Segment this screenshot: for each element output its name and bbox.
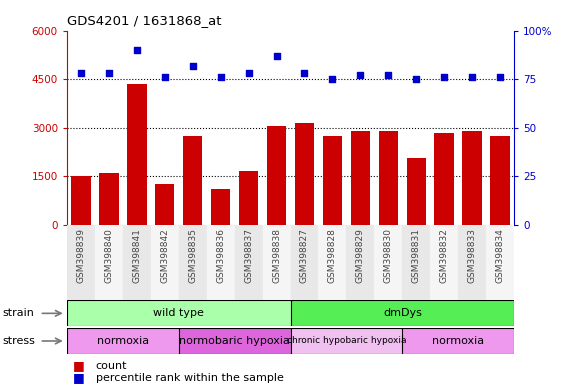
Bar — [374, 225, 403, 300]
Text: GSM398835: GSM398835 — [188, 228, 197, 283]
Point — [496, 74, 505, 80]
Text: percentile rank within the sample: percentile rank within the sample — [96, 373, 284, 383]
Bar — [290, 328, 403, 354]
Text: GSM398830: GSM398830 — [384, 228, 393, 283]
Text: normobaric hypoxia: normobaric hypoxia — [179, 336, 290, 346]
Bar — [211, 189, 231, 225]
Text: GDS4201 / 1631868_at: GDS4201 / 1631868_at — [67, 14, 221, 27]
Bar — [267, 126, 286, 225]
Bar — [263, 225, 290, 300]
Point — [244, 70, 253, 76]
Text: GSM398842: GSM398842 — [160, 228, 169, 283]
Point — [468, 74, 477, 80]
Bar — [207, 225, 235, 300]
Point — [76, 70, 85, 76]
Bar — [67, 225, 95, 300]
Bar — [403, 328, 514, 354]
Text: stress: stress — [3, 336, 36, 346]
Bar — [346, 225, 374, 300]
Text: GSM398836: GSM398836 — [216, 228, 225, 283]
Text: normoxia: normoxia — [96, 336, 149, 346]
Bar — [179, 328, 290, 354]
Point — [272, 53, 281, 59]
Bar — [295, 123, 314, 225]
Bar — [95, 225, 123, 300]
Text: GSM398834: GSM398834 — [496, 228, 505, 283]
Bar — [486, 225, 514, 300]
Point — [132, 47, 141, 53]
Text: GSM398838: GSM398838 — [272, 228, 281, 283]
Bar — [403, 225, 431, 300]
Point — [356, 72, 365, 78]
Text: strain: strain — [3, 308, 35, 318]
Text: GSM398840: GSM398840 — [104, 228, 113, 283]
Text: wild type: wild type — [153, 308, 204, 318]
Bar — [490, 136, 510, 225]
Bar — [71, 176, 91, 225]
Text: normoxia: normoxia — [432, 336, 485, 346]
Point — [412, 76, 421, 82]
Bar — [350, 131, 370, 225]
Text: chronic hypobaric hypoxia: chronic hypobaric hypoxia — [286, 336, 406, 346]
Point — [160, 74, 169, 80]
Bar — [458, 225, 486, 300]
Point — [188, 63, 198, 69]
Bar — [431, 225, 458, 300]
Text: GSM398829: GSM398829 — [356, 228, 365, 283]
Text: dmDys: dmDys — [383, 308, 422, 318]
Bar — [290, 300, 514, 326]
Text: ■: ■ — [73, 371, 84, 384]
Bar — [155, 184, 174, 225]
Bar — [179, 225, 207, 300]
Bar — [67, 300, 290, 326]
Bar — [322, 136, 342, 225]
Bar — [239, 171, 259, 225]
Text: count: count — [96, 361, 127, 371]
Text: GSM398827: GSM398827 — [300, 228, 309, 283]
Point — [440, 74, 449, 80]
Text: GSM398832: GSM398832 — [440, 228, 449, 283]
Bar — [127, 84, 146, 225]
Text: ■: ■ — [73, 359, 84, 372]
Point — [300, 70, 309, 76]
Bar — [318, 225, 346, 300]
Text: GSM398839: GSM398839 — [76, 228, 85, 283]
Bar — [407, 158, 426, 225]
Bar — [462, 131, 482, 225]
Point — [328, 76, 337, 82]
Bar — [435, 132, 454, 225]
Point — [104, 70, 113, 76]
Bar — [150, 225, 179, 300]
Bar — [290, 225, 318, 300]
Text: GSM398831: GSM398831 — [412, 228, 421, 283]
Text: GSM398841: GSM398841 — [132, 228, 141, 283]
Bar — [123, 225, 150, 300]
Text: GSM398833: GSM398833 — [468, 228, 477, 283]
Point — [383, 72, 393, 78]
Point — [216, 74, 225, 80]
Bar — [235, 225, 263, 300]
Text: GSM398837: GSM398837 — [244, 228, 253, 283]
Bar — [99, 173, 119, 225]
Bar — [183, 136, 202, 225]
Bar — [379, 131, 398, 225]
Bar — [67, 328, 179, 354]
Text: GSM398828: GSM398828 — [328, 228, 337, 283]
